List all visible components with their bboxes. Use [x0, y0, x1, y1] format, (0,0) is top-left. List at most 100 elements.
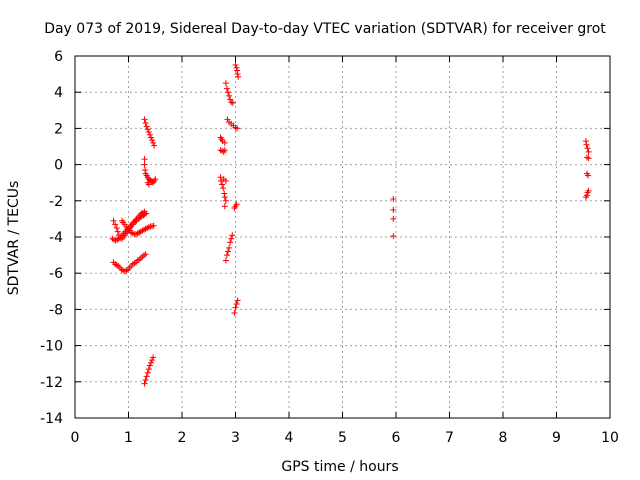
x-tick-label: 7 — [445, 430, 454, 446]
data-point — [233, 201, 240, 208]
data-point — [228, 235, 235, 242]
data-point — [221, 139, 228, 146]
data-point — [583, 192, 590, 199]
data-point — [221, 190, 228, 197]
y-tick-label: 4 — [54, 85, 63, 101]
y-tick-label: -8 — [49, 302, 63, 318]
data-point — [152, 176, 159, 183]
data-point — [145, 129, 152, 136]
x-tick-label: 0 — [71, 430, 80, 446]
data-point — [583, 141, 590, 148]
data-point — [141, 116, 148, 123]
y-tick-label: -14 — [40, 411, 63, 427]
data-point — [584, 145, 591, 152]
data-point — [223, 85, 230, 92]
data-point — [143, 373, 150, 380]
x-tick-label: 9 — [552, 430, 561, 446]
data-point — [227, 96, 234, 103]
y-tick-label: -10 — [40, 339, 63, 355]
data-point — [222, 177, 229, 184]
data-point — [146, 131, 153, 138]
y-tick-label: -2 — [49, 194, 63, 210]
data-point — [142, 376, 149, 383]
data-point — [232, 62, 239, 69]
data-point — [222, 80, 229, 87]
y-tick-label: 2 — [54, 121, 63, 137]
data-point — [231, 310, 238, 317]
data-point — [227, 239, 234, 246]
data-point — [234, 67, 241, 74]
data-point — [233, 300, 240, 307]
data-point — [582, 138, 589, 145]
data-point — [114, 228, 121, 235]
y-axis-label: SDTVAR / TECUs — [6, 181, 22, 296]
data-point — [142, 119, 149, 126]
data-point — [585, 148, 592, 155]
data-point — [390, 233, 397, 240]
data-point — [221, 147, 228, 154]
data-point — [229, 232, 236, 239]
data-point — [234, 297, 241, 304]
x-axis-label: GPS time / hours — [281, 459, 398, 475]
data-point — [226, 244, 233, 251]
data-point — [220, 185, 227, 192]
x-axis: 0 1 2 3 4 5 6 7 8 9 10 — [71, 56, 619, 446]
data-point — [144, 126, 151, 133]
x-tick-label: 2 — [178, 430, 187, 446]
data-point — [390, 195, 397, 202]
data-point — [390, 215, 397, 222]
x-tick-label: 6 — [392, 430, 401, 446]
data-point — [147, 134, 154, 141]
x-tick-label: 3 — [231, 430, 240, 446]
data-point — [232, 304, 239, 311]
data-point — [145, 181, 152, 188]
data-point — [221, 194, 228, 201]
data-point — [141, 380, 148, 387]
data-point — [390, 206, 397, 213]
data-point — [226, 92, 233, 99]
data-point — [147, 359, 154, 366]
data-point — [149, 137, 156, 144]
data-point — [143, 123, 150, 130]
data-point — [141, 156, 148, 163]
data-points — [109, 62, 592, 387]
data-point — [223, 252, 230, 259]
data-point — [146, 362, 153, 369]
data-point — [149, 357, 156, 364]
y-tick-label: 0 — [54, 158, 63, 174]
y-tick-label: -4 — [49, 230, 63, 246]
data-point — [151, 142, 158, 149]
data-point — [234, 71, 241, 78]
data-point — [234, 125, 241, 132]
data-point — [142, 251, 149, 258]
data-point — [225, 89, 232, 96]
data-point — [141, 208, 148, 215]
y-tick-label: -12 — [40, 375, 63, 391]
data-point — [225, 248, 232, 255]
y-axis: -14 -12 -10 -8 -6 -4 -2 0 2 4 6 — [40, 49, 610, 427]
x-tick-label: 10 — [601, 430, 619, 446]
grid-lines — [75, 56, 610, 418]
data-point — [585, 155, 592, 162]
data-point — [113, 224, 120, 231]
data-point — [229, 100, 236, 107]
data-point — [145, 366, 152, 373]
y-tick-label: 6 — [54, 49, 63, 65]
data-point — [150, 354, 157, 361]
data-point — [142, 167, 149, 174]
data-point — [585, 187, 592, 194]
data-point — [150, 222, 157, 229]
data-point — [221, 203, 228, 210]
x-tick-label: 8 — [499, 430, 508, 446]
data-point — [235, 73, 242, 80]
chart-title: Day 073 of 2019, Sidereal Day-to-day VTE… — [44, 21, 606, 37]
data-point — [144, 369, 151, 376]
data-point — [233, 64, 240, 71]
y-tick-label: -6 — [49, 266, 63, 282]
x-tick-label: 4 — [285, 430, 294, 446]
data-point — [222, 257, 229, 264]
data-point — [585, 172, 592, 179]
data-point — [222, 197, 229, 204]
data-point — [217, 174, 224, 181]
